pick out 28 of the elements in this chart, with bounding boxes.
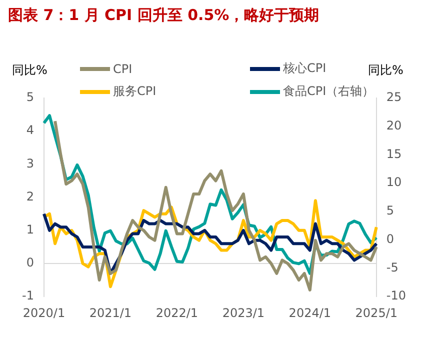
y-tick-label: 1 bbox=[26, 222, 34, 237]
legend-label: CPI bbox=[113, 62, 132, 76]
y-axis-title: 同比% bbox=[12, 62, 48, 79]
legend-label: 核心CPI bbox=[283, 60, 326, 77]
x-tick-label: 2024/1 bbox=[288, 306, 332, 320]
y-tick-label: 0 bbox=[26, 256, 34, 270]
y-tick-label: 3 bbox=[26, 156, 34, 170]
legend-label: 服务CPI bbox=[113, 83, 156, 100]
x-tick-label: 2025/1 bbox=[355, 306, 398, 320]
y-tick-label: 2 bbox=[26, 189, 34, 204]
y2-tick-label: 25 bbox=[386, 90, 402, 104]
chart-title: 图表 7：1 月 CPI 回升至 0.5%，略好于预期 bbox=[8, 6, 320, 25]
y2-tick-label: 10 bbox=[386, 175, 402, 190]
y2-tick-label: 0 bbox=[386, 232, 394, 246]
x-tick-label: 2020/1 bbox=[22, 306, 66, 320]
y2-tick-label: -5 bbox=[386, 260, 398, 274]
x-tick-label: 2022/1 bbox=[156, 306, 198, 320]
x-tick-label: 2023/1 bbox=[222, 306, 265, 320]
y2-tick-label: 20 bbox=[386, 118, 402, 132]
y-tick-label: 4 bbox=[26, 123, 34, 138]
y-tick-label: 5 bbox=[26, 90, 34, 104]
y2-tick-label: 15 bbox=[386, 146, 402, 161]
y2-axis-title: 同比% bbox=[368, 62, 404, 79]
x-tick-label: 2021/1 bbox=[89, 306, 132, 320]
y2-tick-label: -10 bbox=[386, 288, 406, 303]
y2-tick-label: 5 bbox=[386, 204, 394, 218]
y-tick-label: -1 bbox=[22, 288, 34, 303]
legend-label: 食品CPI（右轴） bbox=[283, 83, 374, 100]
